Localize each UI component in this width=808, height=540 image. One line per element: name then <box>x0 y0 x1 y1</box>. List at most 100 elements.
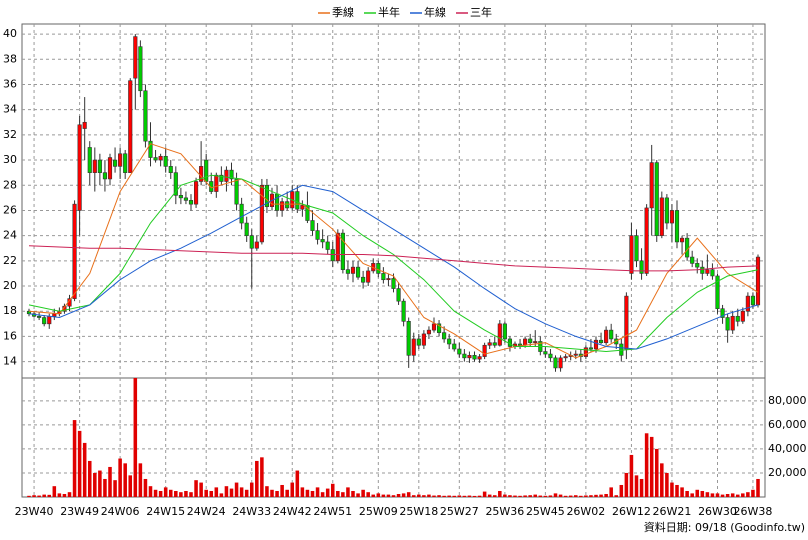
volume-bar <box>123 463 127 497</box>
x-tick-label: 24W51 <box>313 505 352 518</box>
volume-bar <box>649 436 654 497</box>
volume-bar <box>194 480 198 497</box>
volume-bar <box>234 482 239 497</box>
candle-body <box>153 157 158 161</box>
volume-bar <box>675 484 679 497</box>
volume-bar <box>371 494 376 497</box>
volume-bar <box>756 478 760 497</box>
candle-body <box>325 241 330 250</box>
candle-body <box>492 342 497 346</box>
x-tick-label: 25W27 <box>440 505 479 518</box>
volume-bar <box>204 489 208 497</box>
volume-bar <box>224 486 229 497</box>
volume-bar <box>422 495 426 497</box>
volume-bar <box>270 489 274 497</box>
volume-bar <box>533 494 538 497</box>
moving-average-line <box>28 245 759 272</box>
candle-body <box>239 203 244 224</box>
volume-bar <box>751 489 755 497</box>
candle-body <box>563 356 568 359</box>
candle-body <box>42 317 47 325</box>
volume-bar <box>548 495 553 497</box>
volume-bar <box>584 495 588 497</box>
candle-body <box>523 338 528 346</box>
volume-bar <box>730 493 735 497</box>
volume-bar <box>300 487 305 497</box>
candle-body <box>133 36 138 79</box>
volume-bar <box>179 492 183 497</box>
volume-bar <box>249 482 254 497</box>
candle-body <box>244 222 249 236</box>
volume-bar <box>133 378 138 497</box>
candle-body <box>654 162 659 236</box>
candle-body <box>92 159 97 173</box>
candle-body <box>462 353 467 359</box>
volume-bar <box>82 442 87 497</box>
volume-bar <box>320 492 325 497</box>
volume-bar <box>209 490 214 497</box>
volume-bar <box>244 489 249 497</box>
legend-label: 半年 <box>378 5 400 19</box>
volume-bar <box>482 491 487 497</box>
candle-body <box>97 159 102 173</box>
candle-body <box>487 342 492 346</box>
candle-body <box>123 153 128 173</box>
volume-bar <box>219 493 224 497</box>
volume-bar <box>477 495 482 497</box>
candle-body <box>669 210 675 224</box>
candle-body <box>472 355 477 360</box>
candle-body <box>598 339 604 344</box>
volume-bar <box>472 495 477 497</box>
volume-bar <box>660 463 664 497</box>
legend-label: 三年 <box>470 5 492 19</box>
candle-body <box>37 315 42 318</box>
candle-body <box>543 351 548 355</box>
volume-bar <box>695 489 700 497</box>
volume-bar <box>199 482 203 497</box>
volume-bar <box>356 493 360 497</box>
y-tick-label: 24 <box>3 229 17 242</box>
candle-body <box>193 181 199 205</box>
candle-body <box>47 315 52 325</box>
volume-bar <box>315 487 320 497</box>
volume-bar <box>325 488 330 497</box>
candle-body <box>467 355 472 359</box>
x-tick-label: 26W30 <box>698 505 737 518</box>
volume-bar <box>27 495 31 497</box>
candle-body <box>376 263 381 274</box>
x-tick-label: 25W09 <box>359 505 398 518</box>
volume-bar <box>528 495 532 497</box>
volume-bar <box>52 486 57 497</box>
candle-body <box>249 235 254 249</box>
y-tick-label: 20 <box>3 279 17 292</box>
candle-body <box>168 166 173 173</box>
volume-bar <box>715 493 720 497</box>
volume-bar <box>589 495 593 497</box>
candle-body <box>234 178 239 205</box>
x-tick-label: 24W42 <box>273 505 312 518</box>
volume-bar <box>599 494 603 497</box>
volume-bar <box>260 457 264 497</box>
volume-bar <box>341 492 345 497</box>
candle-body <box>755 256 761 306</box>
volume-bar <box>558 494 563 497</box>
x-tick-label: 25W45 <box>526 505 565 518</box>
volume-bar <box>735 494 740 497</box>
candle-body <box>214 174 219 192</box>
volume-bar <box>513 495 517 497</box>
candle-body <box>705 269 710 274</box>
volume-bar <box>168 489 173 497</box>
candle-body <box>138 46 143 92</box>
volume-bar <box>67 492 72 497</box>
candle-body <box>452 343 457 350</box>
candle-body <box>72 203 77 299</box>
y-tick-label: 38 <box>3 52 17 65</box>
candle-body <box>725 317 730 331</box>
candle-body <box>604 329 609 344</box>
volume-bar <box>98 470 102 497</box>
candle-body <box>361 276 366 283</box>
candle-body <box>750 295 756 306</box>
volume-bar <box>381 494 386 497</box>
y-tick-label: 26 <box>3 203 17 216</box>
